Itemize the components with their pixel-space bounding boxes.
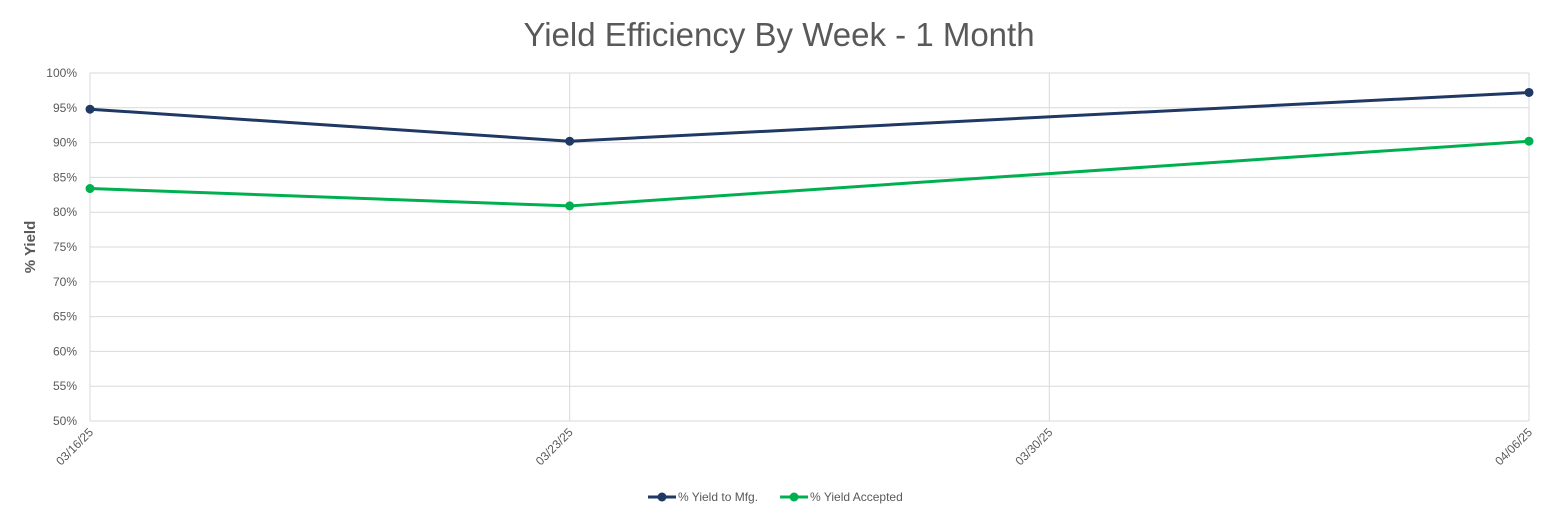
x-tick-label: 03/30/25 [1013,425,1056,468]
series-line-0 [89,90,1530,143]
legend-swatch-marker [657,492,667,502]
data-point [565,201,575,211]
legend: % Yield to Mfg. % Yield Accepted [648,490,903,504]
legend-label: % Yield Accepted [810,490,903,504]
y-tick-label: 70% [53,275,77,289]
data-point [565,136,575,146]
legend-swatch-marker [789,492,799,502]
y-axis-ticks: 50% 55% 60% 65% 70% 75% 80% 85% 90% 95% 100% [46,66,77,428]
series-lines [85,87,1534,211]
x-axis-ticks: 03/16/25 03/23/25 03/30/25 04/06/25 [53,425,1535,468]
y-tick-label: 75% [53,240,77,254]
data-point [85,104,95,114]
data-point [85,184,95,194]
legend-label: % Yield to Mfg. [678,490,758,504]
y-tick-label: 65% [53,310,77,324]
x-tick-label: 04/06/25 [1492,425,1535,468]
y-tick-label: 80% [53,205,77,219]
y-tick-label: 85% [53,170,77,184]
y-tick-label: 95% [53,101,77,115]
data-point [1524,136,1534,146]
x-tick-label: 03/23/25 [533,425,576,468]
x-tick-label: 03/16/25 [53,425,96,468]
gridlines [89,72,1530,422]
y-tick-label: 50% [53,414,77,428]
y-tick-label: 100% [46,66,77,80]
y-tick-label: 90% [53,136,77,150]
y-tick-label: 60% [53,344,77,358]
series-line-1 [89,139,1530,208]
chart-title: Yield Efficiency By Week - 1 Month [523,16,1034,53]
y-axis-title: % Yield [22,221,39,274]
data-point [1524,87,1534,97]
y-tick-label: 55% [53,379,77,393]
